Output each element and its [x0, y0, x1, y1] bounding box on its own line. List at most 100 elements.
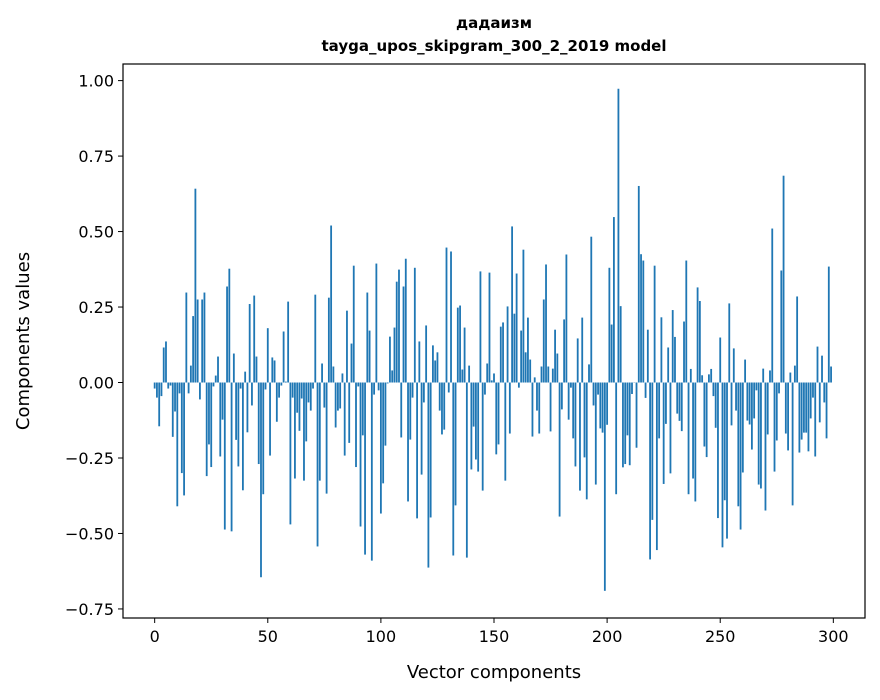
bar [651, 383, 653, 520]
bar [649, 383, 651, 560]
bar [190, 366, 192, 383]
bar [740, 383, 742, 530]
bar [240, 383, 242, 389]
bar [500, 327, 502, 383]
bar [174, 383, 176, 412]
bar [337, 383, 339, 411]
bar [339, 383, 341, 409]
y-tick-label: −0.25 [65, 449, 114, 468]
bar [172, 383, 174, 437]
bar [394, 328, 396, 383]
bar [758, 383, 760, 485]
bar [676, 383, 678, 414]
bar [692, 383, 694, 479]
chart-subtitle: tayga_upos_skipgram_300_2_2019 model [322, 37, 667, 55]
bar [346, 311, 348, 383]
bar [362, 383, 364, 436]
bar [342, 373, 344, 382]
bar [156, 383, 158, 398]
bar [482, 383, 484, 491]
bar [375, 264, 377, 383]
bar [746, 383, 748, 421]
bar [183, 383, 185, 496]
bar [753, 383, 755, 419]
bar [688, 383, 690, 495]
x-tick-label: 200 [592, 627, 623, 646]
bar [457, 308, 459, 383]
bar [427, 383, 429, 568]
bar [382, 383, 384, 484]
bar [470, 383, 472, 470]
bar [794, 366, 796, 383]
bar [276, 383, 278, 422]
bar [724, 383, 726, 501]
bar [192, 316, 194, 382]
bar [728, 303, 730, 382]
bar [622, 383, 624, 468]
bar [670, 383, 672, 474]
bar [713, 383, 715, 397]
bar [351, 344, 353, 383]
bar [344, 383, 346, 456]
bar [486, 363, 488, 382]
bar [552, 369, 554, 383]
bar [627, 383, 629, 436]
bar [477, 383, 479, 472]
x-axis-label: Vector components [407, 662, 581, 683]
bar [181, 383, 183, 474]
bar [520, 331, 522, 383]
bar [556, 354, 558, 383]
bar [812, 383, 814, 398]
bar [590, 237, 592, 383]
bar [387, 383, 389, 384]
bar [443, 383, 445, 430]
bar [516, 274, 518, 383]
bar [176, 383, 178, 507]
bar [493, 373, 495, 382]
bar [247, 383, 249, 433]
y-tick-label: 1.00 [78, 72, 114, 91]
bar [536, 383, 538, 411]
x-tick-label: 150 [479, 627, 510, 646]
bar [523, 250, 525, 383]
bar [586, 383, 588, 500]
bar [244, 372, 246, 383]
bar [357, 383, 359, 387]
bar [685, 261, 687, 383]
bar [423, 383, 425, 403]
bar [452, 383, 454, 556]
bar [314, 295, 316, 383]
chart-title: дадаизм [456, 14, 532, 32]
bar [179, 383, 181, 394]
bar [769, 370, 771, 382]
bar [407, 383, 409, 502]
bar [204, 293, 206, 383]
bar [446, 248, 448, 383]
bar [735, 383, 737, 411]
bar [665, 383, 667, 424]
plot-frame [123, 64, 865, 618]
bar [701, 375, 703, 382]
bar [554, 330, 556, 383]
bar [577, 338, 579, 382]
bar [489, 273, 491, 383]
bar [588, 364, 590, 382]
bar [299, 383, 301, 431]
bar [801, 383, 803, 440]
bar [694, 383, 696, 502]
bar [170, 383, 172, 386]
bar [579, 383, 581, 491]
bar [638, 186, 640, 383]
bar [796, 296, 798, 382]
bar [405, 259, 407, 383]
bar [726, 383, 728, 539]
bar [642, 261, 644, 383]
bar [620, 306, 622, 382]
bar [771, 229, 773, 383]
bar [224, 383, 226, 530]
bar [629, 383, 631, 466]
bar [455, 383, 457, 506]
bar [608, 268, 610, 383]
bar [251, 383, 253, 406]
